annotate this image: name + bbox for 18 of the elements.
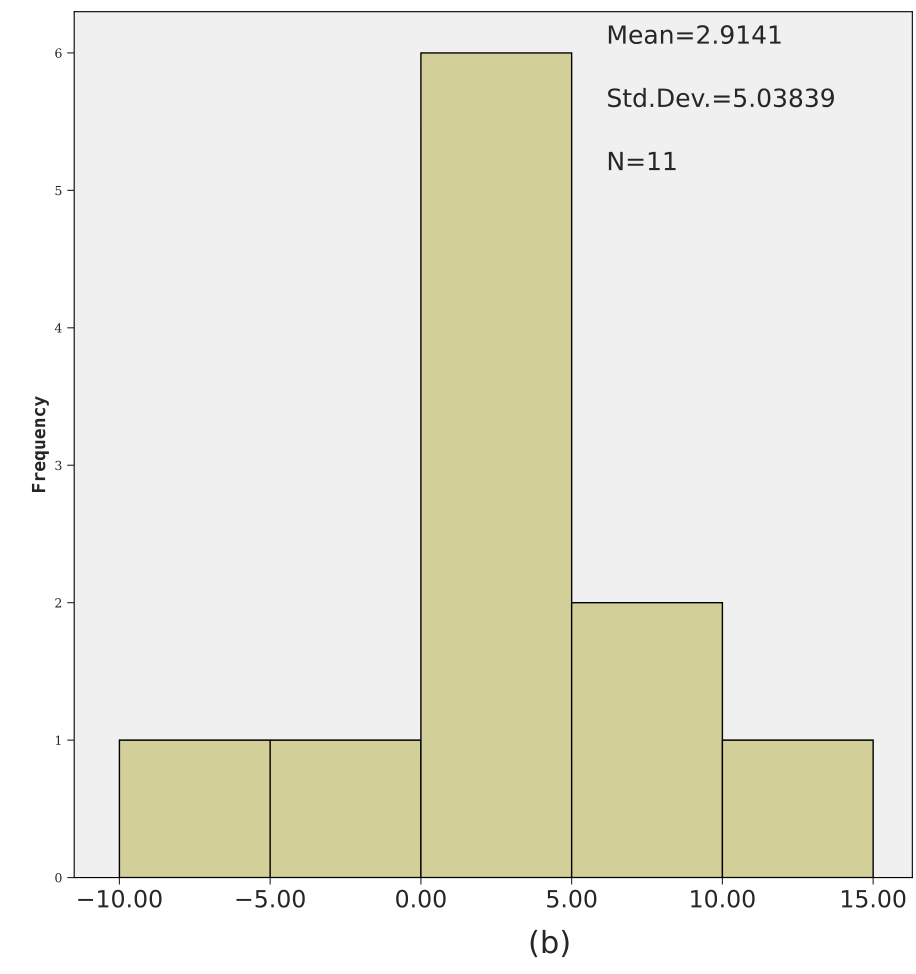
annotation: N=11 xyxy=(608,152,676,170)
x-tick-label: −5.00 xyxy=(236,890,305,908)
y-tick-label: 6 xyxy=(55,48,62,58)
y-tick-label: 4 xyxy=(54,323,62,333)
y-tick-label: 5 xyxy=(56,186,62,196)
x-tick-label: −10.00 xyxy=(78,890,162,908)
text: (b) xyxy=(530,930,569,958)
annotation: Mean=2.9141 xyxy=(608,25,781,44)
y-axis-title: Frequency xyxy=(32,396,49,492)
x-tick-label: 15.00 xyxy=(842,890,906,908)
x-tick-label: 0.00 xyxy=(396,890,446,908)
annotation: Std.Dev.=5.03839 xyxy=(608,88,834,108)
y-tick-label: 2 xyxy=(55,598,62,608)
x-tick-label: 5.00 xyxy=(547,890,596,908)
x-tick-label: 10.00 xyxy=(691,890,755,908)
y-tick-label: 3 xyxy=(55,460,62,470)
y-tick-label: 1 xyxy=(56,736,61,745)
y-tick-label: 0 xyxy=(55,873,62,882)
